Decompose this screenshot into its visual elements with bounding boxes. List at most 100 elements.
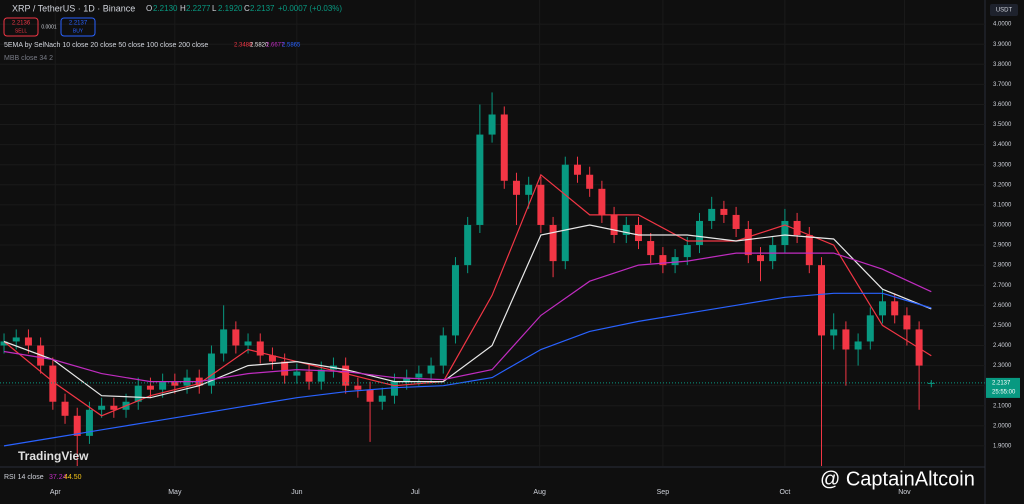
buy-label: BUY [73, 28, 84, 34]
x-tick-label: Oct [779, 489, 790, 496]
ema-line [3, 252, 932, 383]
rsi-label: RSI 14 close [4, 474, 44, 481]
indicator-label: 5EMA by SelNach 10 close 20 close 50 clo… [4, 42, 208, 49]
candle-body [586, 174, 594, 189]
y-tick-label: 2.4000 [993, 343, 1012, 349]
x-tick-label: Aug [533, 489, 546, 496]
candle-body [708, 208, 716, 221]
candle-body [793, 220, 801, 236]
candle-body [415, 373, 423, 378]
countdown: 25:55:00 [992, 389, 1016, 395]
candle-body [891, 301, 899, 316]
l-label: L [212, 4, 217, 13]
y-tick-label: 3.4000 [993, 142, 1012, 148]
candle-body [256, 341, 264, 356]
ema-value: 2.6677 [266, 43, 285, 49]
ema-line [3, 224, 932, 399]
candle-body [671, 257, 679, 266]
y-tick-label: 2.7000 [993, 283, 1012, 289]
candle-body [854, 341, 862, 350]
y-tick-label: 3.3000 [993, 162, 1012, 168]
candle-body [281, 361, 289, 376]
ema-value: 2.5820 [250, 43, 269, 49]
x-tick-label: Sep [657, 489, 670, 496]
candle-body [756, 255, 764, 262]
candle-body [500, 114, 508, 181]
y-tick-label: 4.0000 [993, 22, 1012, 28]
ema-line [3, 173, 932, 417]
candle-body [342, 365, 350, 386]
candle-body [61, 401, 69, 416]
y-tick-label: 2.0000 [993, 423, 1012, 429]
x-tick-label: May [168, 489, 182, 496]
mbb-label: MBB close 34 2 [4, 55, 53, 62]
h-label: H [180, 4, 186, 13]
candle-body [12, 337, 20, 342]
y-tick-label: 3.6000 [993, 102, 1012, 108]
candle-body [220, 329, 228, 354]
h-value: 2.2277 [186, 4, 211, 13]
y-tick-label: 3.7000 [993, 82, 1012, 88]
candle-body [146, 385, 154, 390]
candle-body [232, 329, 240, 346]
candle-body [781, 220, 789, 246]
candle-body [317, 369, 325, 382]
candle-body [0, 341, 8, 346]
candle-body [49, 365, 57, 402]
y-tick-label: 3.0000 [993, 223, 1012, 229]
y-tick-label: 2.1000 [993, 403, 1012, 409]
candle-body [720, 208, 728, 215]
candle-body [390, 381, 398, 396]
candle-body [98, 405, 106, 410]
header: XRP / TetherUS · 1D · Binance O 2.2130 H… [3, 3, 1018, 490]
y-tick-label: 3.9000 [993, 42, 1012, 48]
y-tick-label: 3.1000 [993, 202, 1012, 208]
candle-body [683, 245, 691, 258]
candle-body [268, 355, 276, 362]
candle-body [171, 381, 179, 386]
candle-body [110, 405, 118, 410]
spread: 0.0001 [41, 24, 57, 30]
ema-line [3, 292, 932, 447]
ema-value: 2.3488 [234, 43, 253, 49]
candle-body [403, 377, 411, 382]
y-tick-label: 3.5000 [993, 122, 1012, 128]
watermark: @ CaptainAltcoin [820, 468, 975, 490]
ema-value: 2.5865 [282, 43, 301, 49]
candle-body [293, 371, 301, 376]
c-label: C [244, 4, 250, 13]
sell-button[interactable] [3, 17, 39, 37]
y-tick-label: 2.5000 [993, 323, 1012, 329]
y-tick-label: 2.8000 [993, 263, 1012, 269]
candle-body [488, 114, 496, 135]
rsi-ma: 44.50 [64, 474, 82, 481]
change: +0.0007 (+0.03%) [278, 4, 342, 13]
candle-body [73, 415, 81, 436]
y-tick-label: 3.8000 [993, 62, 1012, 68]
candle-body [732, 214, 740, 229]
candle-body [622, 224, 630, 236]
candle-body [879, 301, 887, 316]
buy-button[interactable] [60, 17, 96, 37]
candle-body [634, 224, 642, 242]
candle-body [207, 353, 215, 386]
candle-body [366, 389, 374, 402]
candle-body [464, 224, 472, 266]
candle-body [354, 385, 362, 390]
candle-body [439, 335, 447, 366]
candle-body [305, 371, 313, 382]
candle-body [573, 164, 581, 175]
candle-body [525, 184, 533, 195]
l-value: 2.1920 [218, 4, 243, 13]
candle-body [537, 184, 545, 225]
candle-body [842, 329, 850, 350]
candle-body [903, 315, 911, 330]
y-tick-label: 1.9000 [993, 443, 1012, 449]
candle-body [598, 188, 606, 215]
x-tick-label: Jun [291, 489, 302, 496]
candle-body [805, 235, 813, 266]
currency-box[interactable] [990, 4, 1018, 16]
candle-body [647, 241, 655, 256]
rsi-value: 37.24 [49, 474, 67, 481]
candle-body [159, 381, 167, 390]
